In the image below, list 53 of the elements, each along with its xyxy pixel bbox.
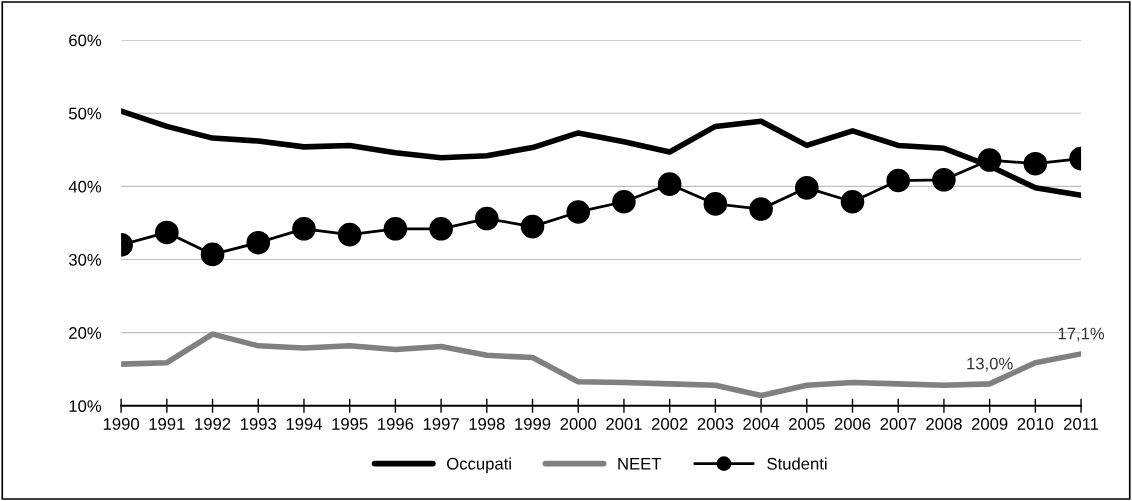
y-tick-label: 60%	[69, 34, 102, 47]
y-tick-label: 30%	[68, 253, 102, 266]
y-tick-label: 20%	[69, 327, 102, 339]
x-tick-label: 1994	[286, 418, 323, 430]
x-tick-label: 1995	[332, 418, 368, 430]
x-tick-label: 2000	[560, 418, 597, 430]
point	[612, 189, 636, 214]
x-tick-label: 1996	[378, 418, 414, 430]
x-tick-label: 2007	[880, 418, 916, 430]
x-tick-label: 1997	[423, 418, 459, 430]
x-tick-label: 1998	[469, 418, 505, 430]
x-tick-label: 1999	[515, 418, 551, 430]
point	[200, 242, 225, 267]
point	[429, 216, 453, 241]
x-tick-label: 2009	[971, 418, 1008, 430]
x-tick-label: 2010	[1017, 418, 1054, 430]
data-label: 17,1%	[1058, 327, 1105, 342]
point	[749, 197, 773, 221]
x-tick-label: 2001	[606, 418, 642, 430]
point	[475, 206, 499, 231]
x-tick-label: 2002	[651, 418, 688, 430]
x-tick-label: 1993	[240, 418, 277, 430]
y-tick-label: 50%	[68, 107, 102, 120]
point	[977, 148, 1002, 172]
point	[566, 200, 591, 224]
data-label: 13,0%	[967, 357, 1013, 372]
legend-label: NEET	[618, 458, 662, 470]
point	[246, 230, 271, 255]
x-tick-label: 1991	[149, 418, 185, 430]
point	[520, 214, 545, 239]
point	[703, 192, 728, 216]
x-tick-label: 2003	[697, 418, 734, 430]
point	[840, 189, 865, 214]
point	[155, 220, 179, 245]
y-tick-label: 10%	[69, 400, 102, 413]
x-tick-label: 1990	[103, 418, 140, 430]
x-tick-label: 2005	[789, 418, 825, 430]
x-tick-label: 2011	[1063, 418, 1099, 430]
x-tick-label: 2008	[926, 418, 962, 430]
legend-label: Studenti	[767, 457, 827, 470]
point	[292, 216, 316, 241]
point	[886, 168, 911, 193]
x-tick-label: 2006	[834, 418, 871, 430]
point	[657, 172, 682, 196]
legend-label: Occupati	[447, 457, 511, 473]
y-tick-label: 40%	[68, 180, 102, 193]
point	[794, 176, 819, 200]
point	[932, 167, 956, 192]
point	[383, 216, 408, 241]
point	[337, 222, 362, 247]
x-tick-label: 1992	[195, 418, 231, 430]
x-tick-label: 2004	[743, 418, 780, 430]
point	[1023, 151, 1048, 176]
